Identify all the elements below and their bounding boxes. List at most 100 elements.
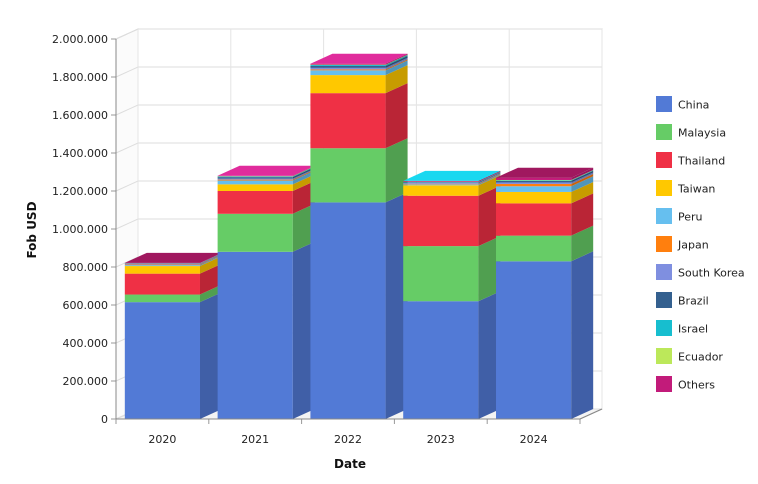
legend-swatch	[656, 124, 672, 140]
bar-segment-side	[571, 251, 593, 419]
bar-segment-japan	[496, 184, 571, 186]
bar-segment-south-korea	[496, 182, 571, 184]
bar-segment-taiwan	[403, 185, 478, 195]
bar-segment-malaysia	[310, 148, 385, 202]
legend-item-brazil[interactable]: Brazil	[656, 292, 709, 308]
bar-segment-thailand	[403, 196, 478, 246]
legend-item-china[interactable]: China	[656, 96, 709, 112]
y-tick-label: 1.800.000	[52, 71, 108, 84]
legend-item-ecuador[interactable]: Ecuador	[656, 348, 723, 364]
legend-label: Japan	[677, 239, 709, 252]
bar-segment-thailand	[218, 191, 293, 214]
legend-label: Malaysia	[678, 127, 726, 140]
bar-segment-south-korea	[218, 179, 293, 180]
legend-swatch	[656, 96, 672, 112]
y-tick-label: 600.000	[63, 299, 109, 312]
bar-stack-2020	[125, 253, 222, 419]
legend-item-taiwan[interactable]: Taiwan	[656, 180, 715, 196]
legend-item-thailand[interactable]: Thailand	[656, 152, 725, 168]
y-tick-label: 800.000	[63, 261, 109, 274]
bar-segment-peru	[218, 181, 293, 185]
legend-item-peru[interactable]: Peru	[656, 208, 703, 224]
legend-swatch	[656, 292, 672, 308]
y-tick-label: 1.000.000	[52, 223, 108, 236]
bar-segment-peru	[403, 184, 478, 185]
bar-segment-thailand	[125, 274, 200, 295]
bar-segment-japan	[125, 265, 200, 266]
bar-segment-thailand	[310, 93, 385, 148]
legend-label: Brazil	[678, 295, 709, 308]
bar-segment-malaysia	[496, 236, 571, 262]
bar-segment-south-korea	[125, 264, 200, 265]
x-tick-label: 2023	[427, 433, 455, 446]
bar-segment-taiwan	[218, 184, 293, 191]
y-tick-label: 1.200.000	[52, 185, 108, 198]
legend-swatch	[656, 180, 672, 196]
legend-item-malaysia[interactable]: Malaysia	[656, 124, 726, 140]
legend-label: Ecuador	[678, 351, 723, 364]
legend-swatch	[656, 236, 672, 252]
bar-segment-malaysia	[218, 214, 293, 252]
bar-segment-japan	[403, 184, 478, 185]
legend-swatch	[656, 264, 672, 280]
y-axis-title: Fob USD	[25, 201, 39, 258]
legend-label: China	[678, 99, 709, 112]
legend-label: Thailand	[677, 155, 725, 168]
legend-item-israel[interactable]: Israel	[656, 320, 708, 336]
bar-segment-south-korea	[310, 68, 385, 70]
bar-segment-thailand	[496, 203, 571, 235]
legend-swatch	[656, 208, 672, 224]
bar-segment-peru	[125, 265, 200, 266]
bar-stack-2021	[218, 166, 315, 419]
legend-label: South Korea	[678, 267, 745, 280]
bar-segment-others	[310, 64, 385, 65]
bar-segment-peru	[496, 186, 571, 192]
legend-label: Taiwan	[677, 183, 715, 196]
bar-segment-peru	[310, 70, 385, 75]
legend-swatch	[656, 152, 672, 168]
bar-segment-china	[310, 202, 385, 419]
y-tick-label: 0	[101, 413, 108, 426]
bar-segment-japan	[218, 180, 293, 181]
x-tick-label: 2022	[334, 433, 362, 446]
bar-segment-china	[125, 302, 200, 419]
bar-segment-side	[386, 83, 408, 148]
bar-segment-taiwan	[310, 75, 385, 93]
y-tick-label: 400.000	[63, 337, 109, 350]
y-tick-label: 1.400.000	[52, 147, 108, 160]
bar-segment-israel	[218, 177, 293, 178]
bar-stack-2023	[403, 171, 500, 419]
legend-item-japan[interactable]: Japan	[656, 236, 709, 252]
bar-segment-japan	[310, 69, 385, 70]
x-tick-label: 2024	[520, 433, 548, 446]
y-tick-label: 2.000.000	[52, 33, 108, 46]
y-axis-ticks: 0 200.000 400.000 600.000 800.000 1.000.000 1.…	[52, 33, 116, 426]
legend-swatch	[656, 348, 672, 364]
bar-segment-malaysia	[403, 246, 478, 301]
bar-segment-israel	[310, 65, 385, 66]
x-tick-label: 2021	[241, 433, 269, 446]
bar-segment-south-korea	[403, 183, 478, 184]
bar-segment-taiwan	[125, 266, 200, 274]
bar-segment-taiwan	[496, 192, 571, 203]
y-tick-label: 1.600.000	[52, 109, 108, 122]
x-tick-label: 2020	[148, 433, 176, 446]
bar-segment-israel	[496, 180, 571, 181]
legend-item-south-korea[interactable]: South Korea	[656, 264, 745, 280]
bar-segment-china	[496, 261, 571, 419]
bar-segment-brazil	[310, 66, 385, 68]
bar-stack-2022	[310, 54, 407, 419]
legend-swatch	[656, 320, 672, 336]
bar-segment-china	[403, 301, 478, 419]
legend-item-others[interactable]: Others	[656, 376, 715, 392]
legend: China Malaysia Thailand Taiwan Peru Japan Sout…	[656, 96, 745, 392]
bar-segment-brazil	[218, 177, 293, 179]
bar-segment-others	[403, 181, 478, 182]
legend-swatch	[656, 376, 672, 392]
bar-segment-china	[218, 252, 293, 419]
legend-label: Others	[678, 379, 715, 392]
y-tick-label: 200.000	[63, 375, 109, 388]
bar-segment-others	[496, 178, 571, 180]
